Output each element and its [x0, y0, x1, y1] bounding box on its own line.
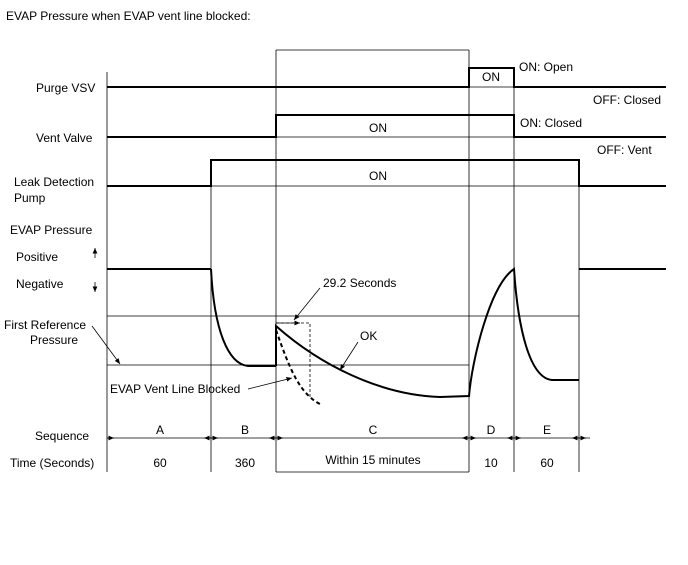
- row-label: Time (Seconds): [10, 456, 94, 470]
- signal-label: Purge VSV: [36, 81, 95, 95]
- time-label: 60: [153, 456, 167, 470]
- state-label: ON: [369, 169, 387, 183]
- annotation-marks: [91, 248, 590, 441]
- signal-label: EVAP Pressure: [10, 223, 93, 237]
- annotation: 29.2 Seconds: [323, 276, 396, 290]
- sequence-label: A: [156, 423, 164, 437]
- time-label: 360: [235, 456, 255, 470]
- annotation: OK: [360, 329, 377, 343]
- signal-label: Leak Detection: [14, 175, 94, 189]
- sequence-label: B: [241, 423, 249, 437]
- signal-label: Pump: [14, 191, 46, 205]
- sequence-label: C: [369, 423, 378, 437]
- state-label: ON: [482, 70, 500, 84]
- signal-label: Pressure: [30, 333, 78, 347]
- sequence-label: E: [543, 423, 551, 437]
- annotation: EVAP Vent Line Blocked: [110, 382, 240, 396]
- sequence-label: D: [487, 423, 496, 437]
- state-label: ON: Closed: [520, 116, 582, 130]
- signal-label: Vent Valve: [36, 131, 93, 145]
- row-label: Sequence: [35, 429, 89, 443]
- state-label: OFF: Vent: [597, 143, 652, 157]
- time-label: 10: [484, 456, 498, 470]
- time-label: 60: [540, 456, 554, 470]
- signal-label: First Reference: [4, 318, 86, 332]
- signal-label: Positive: [16, 250, 58, 264]
- state-label: ON: Open: [519, 60, 573, 74]
- signal-label: Negative: [16, 277, 64, 291]
- time-label: Within 15 minutes: [325, 453, 420, 467]
- state-label: OFF: Closed: [593, 93, 661, 107]
- grid-lines: [106, 49, 580, 473]
- title: EVAP Pressure when EVAP vent line blocke…: [6, 9, 251, 23]
- signal-lines: [107, 67, 666, 406]
- state-label: ON: [369, 121, 387, 135]
